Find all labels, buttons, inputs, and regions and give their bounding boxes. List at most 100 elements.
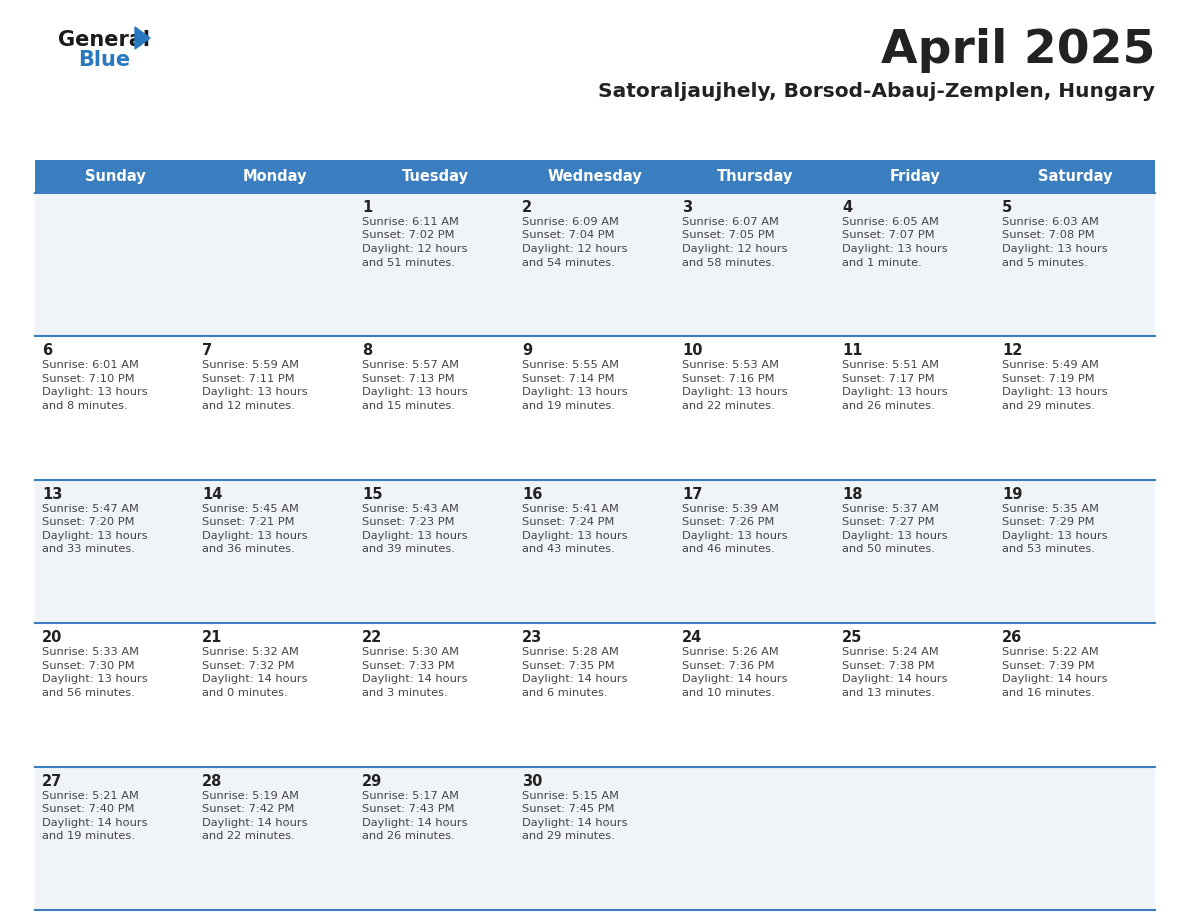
Text: Daylight: 13 hours: Daylight: 13 hours (682, 531, 788, 541)
Text: Sunrise: 5:55 AM: Sunrise: 5:55 AM (522, 361, 619, 370)
Bar (516, 623, 675, 767)
Bar (516, 767, 675, 910)
Bar (355, 336, 516, 480)
Text: Sunrise: 5:32 AM: Sunrise: 5:32 AM (202, 647, 299, 657)
Text: Daylight: 13 hours: Daylight: 13 hours (522, 531, 627, 541)
Text: Sunset: 7:27 PM: Sunset: 7:27 PM (842, 518, 935, 527)
Text: Satoraljaujhely, Borsod-Abauj-Zemplen, Hungary: Satoraljaujhely, Borsod-Abauj-Zemplen, H… (598, 82, 1155, 101)
Bar (996, 336, 1155, 480)
Bar (355, 480, 516, 623)
Text: Daylight: 13 hours: Daylight: 13 hours (42, 674, 147, 684)
Text: Sunrise: 5:33 AM: Sunrise: 5:33 AM (42, 647, 139, 657)
Text: Sunset: 7:29 PM: Sunset: 7:29 PM (1001, 518, 1094, 527)
Text: Sunset: 7:16 PM: Sunset: 7:16 PM (682, 374, 775, 384)
Text: Sunrise: 5:37 AM: Sunrise: 5:37 AM (842, 504, 939, 514)
Bar (996, 480, 1155, 623)
Text: Sunrise: 5:22 AM: Sunrise: 5:22 AM (1001, 647, 1099, 657)
Bar (516, 480, 675, 623)
Text: Sunrise: 6:07 AM: Sunrise: 6:07 AM (682, 217, 779, 227)
Text: 16: 16 (522, 487, 543, 502)
Text: Sunset: 7:19 PM: Sunset: 7:19 PM (1001, 374, 1094, 384)
Text: and 43 minutes.: and 43 minutes. (522, 544, 614, 554)
Text: 20: 20 (42, 630, 63, 645)
Text: Daylight: 13 hours: Daylight: 13 hours (842, 244, 948, 254)
Bar (516, 193, 675, 336)
Text: Sunrise: 5:30 AM: Sunrise: 5:30 AM (362, 647, 459, 657)
Text: Sunrise: 5:28 AM: Sunrise: 5:28 AM (522, 647, 619, 657)
Text: and 36 minutes.: and 36 minutes. (202, 544, 295, 554)
Text: and 8 minutes.: and 8 minutes. (42, 401, 127, 411)
Text: Sunrise: 5:15 AM: Sunrise: 5:15 AM (522, 790, 619, 800)
Text: Sunset: 7:36 PM: Sunset: 7:36 PM (682, 661, 775, 671)
Text: Daylight: 13 hours: Daylight: 13 hours (42, 531, 147, 541)
Bar (516, 336, 675, 480)
Text: Sunrise: 5:57 AM: Sunrise: 5:57 AM (362, 361, 459, 370)
Text: and 10 minutes.: and 10 minutes. (682, 688, 775, 698)
Bar (195, 480, 355, 623)
Text: Daylight: 13 hours: Daylight: 13 hours (1001, 244, 1107, 254)
Text: 15: 15 (362, 487, 383, 502)
Text: Daylight: 13 hours: Daylight: 13 hours (42, 387, 147, 397)
Text: 4: 4 (842, 200, 852, 215)
Text: Sunrise: 5:59 AM: Sunrise: 5:59 AM (202, 361, 299, 370)
Text: Daylight: 13 hours: Daylight: 13 hours (362, 531, 468, 541)
Text: Sunrise: 5:21 AM: Sunrise: 5:21 AM (42, 790, 139, 800)
Text: Daylight: 12 hours: Daylight: 12 hours (522, 244, 627, 254)
Text: Daylight: 12 hours: Daylight: 12 hours (362, 244, 468, 254)
Text: Sunset: 7:02 PM: Sunset: 7:02 PM (362, 230, 455, 241)
Bar (835, 336, 996, 480)
Text: Sunrise: 6:11 AM: Sunrise: 6:11 AM (362, 217, 459, 227)
Bar (675, 193, 835, 336)
Text: Sunrise: 6:01 AM: Sunrise: 6:01 AM (42, 361, 139, 370)
Text: Sunset: 7:10 PM: Sunset: 7:10 PM (42, 374, 134, 384)
Text: and 22 minutes.: and 22 minutes. (202, 831, 295, 841)
Text: 23: 23 (522, 630, 542, 645)
Text: 10: 10 (682, 343, 702, 358)
Bar (675, 623, 835, 767)
Text: and 19 minutes.: and 19 minutes. (522, 401, 615, 411)
Text: Monday: Monday (242, 169, 308, 184)
Text: 1: 1 (362, 200, 372, 215)
Text: Daylight: 14 hours: Daylight: 14 hours (42, 818, 147, 828)
Bar (996, 767, 1155, 910)
Bar (996, 193, 1155, 336)
Text: and 50 minutes.: and 50 minutes. (842, 544, 935, 554)
Bar (835, 767, 996, 910)
Text: 2: 2 (522, 200, 532, 215)
Bar (34, 336, 195, 480)
Text: Sunrise: 5:49 AM: Sunrise: 5:49 AM (1001, 361, 1099, 370)
Text: Daylight: 14 hours: Daylight: 14 hours (202, 818, 308, 828)
Bar (195, 193, 355, 336)
Text: Sunset: 7:20 PM: Sunset: 7:20 PM (42, 518, 134, 527)
Text: Daylight: 14 hours: Daylight: 14 hours (522, 818, 627, 828)
Text: Daylight: 14 hours: Daylight: 14 hours (1001, 674, 1107, 684)
Text: Sunrise: 5:24 AM: Sunrise: 5:24 AM (842, 647, 939, 657)
Text: and 3 minutes.: and 3 minutes. (362, 688, 448, 698)
Text: Sunrise: 5:39 AM: Sunrise: 5:39 AM (682, 504, 779, 514)
Bar (34, 767, 195, 910)
Text: Daylight: 13 hours: Daylight: 13 hours (1001, 531, 1107, 541)
Text: 29: 29 (362, 774, 383, 789)
Bar (996, 623, 1155, 767)
Text: Sunset: 7:05 PM: Sunset: 7:05 PM (682, 230, 775, 241)
Text: Sunrise: 5:51 AM: Sunrise: 5:51 AM (842, 361, 939, 370)
Text: Sunrise: 5:47 AM: Sunrise: 5:47 AM (42, 504, 139, 514)
Text: Sunset: 7:32 PM: Sunset: 7:32 PM (202, 661, 295, 671)
Text: Sunset: 7:21 PM: Sunset: 7:21 PM (202, 518, 295, 527)
Text: Sunset: 7:45 PM: Sunset: 7:45 PM (522, 804, 614, 814)
Text: and 6 minutes.: and 6 minutes. (522, 688, 607, 698)
Text: 14: 14 (202, 487, 222, 502)
Text: and 16 minutes.: and 16 minutes. (1001, 688, 1095, 698)
Bar (355, 160, 516, 193)
Text: 3: 3 (682, 200, 693, 215)
Text: Daylight: 13 hours: Daylight: 13 hours (522, 387, 627, 397)
Bar (195, 767, 355, 910)
Text: General: General (58, 30, 150, 50)
Text: Daylight: 14 hours: Daylight: 14 hours (842, 674, 948, 684)
Text: Sunrise: 5:35 AM: Sunrise: 5:35 AM (1001, 504, 1099, 514)
Text: Sunset: 7:17 PM: Sunset: 7:17 PM (842, 374, 935, 384)
Bar (835, 480, 996, 623)
Polygon shape (135, 27, 150, 49)
Text: 21: 21 (202, 630, 222, 645)
Bar (34, 193, 195, 336)
